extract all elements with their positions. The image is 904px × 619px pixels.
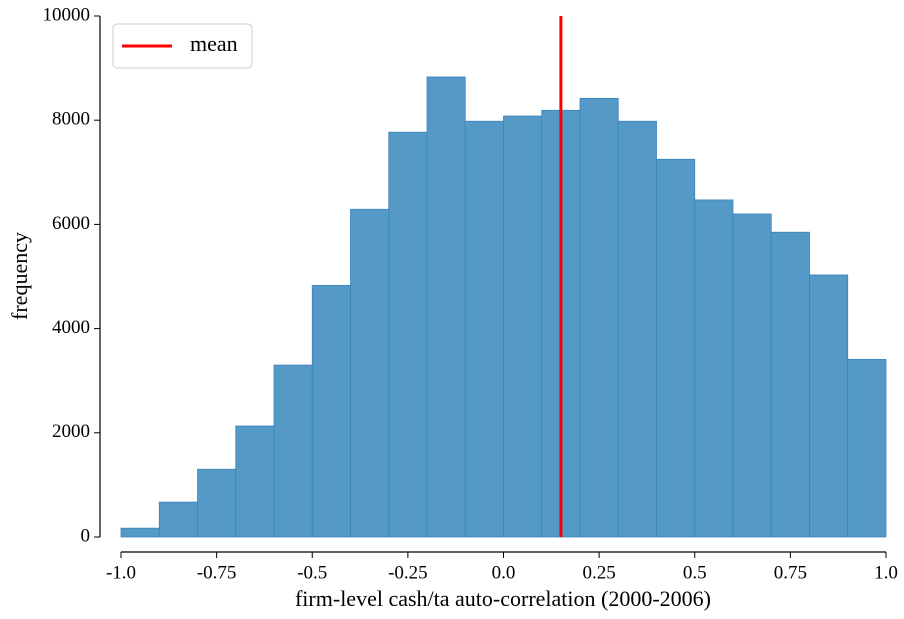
- x-tick-label: -0.75: [197, 562, 237, 583]
- y-tick-label: 8000: [52, 109, 90, 130]
- bar: [770, 231, 810, 538]
- bar: [694, 199, 734, 538]
- bar: [235, 425, 275, 538]
- x-tick-label: 0.5: [683, 562, 707, 583]
- bar: [656, 158, 696, 538]
- bar: [388, 131, 428, 538]
- x-tick-label: 1.0: [874, 562, 898, 583]
- bar: [579, 97, 619, 538]
- y-tick-label: 10000: [43, 4, 91, 25]
- bar: [273, 364, 313, 538]
- x-tick-label: -1.0: [106, 562, 136, 583]
- y-tick-label: 0: [81, 525, 91, 546]
- bar: [617, 120, 657, 538]
- y-tick-label: 6000: [52, 213, 90, 234]
- x-tick-label: 0.25: [583, 562, 616, 583]
- bar: [311, 284, 351, 538]
- bar: [197, 468, 237, 538]
- y-axis-label: frequency: [7, 232, 32, 320]
- y-tick-label: 2000: [52, 421, 90, 442]
- bar: [426, 76, 466, 538]
- bar: [350, 208, 390, 538]
- x-tick-label: -0.5: [297, 562, 327, 583]
- bar: [464, 120, 504, 538]
- legend-label: mean: [190, 31, 238, 56]
- bar: [732, 213, 772, 538]
- bar: [158, 501, 198, 538]
- bar: [503, 115, 543, 538]
- x-tick-label: 0.0: [492, 562, 516, 583]
- bar: [809, 274, 849, 538]
- x-tick-label: 0.75: [774, 562, 807, 583]
- x-tick-label: -0.25: [388, 562, 428, 583]
- bar: [847, 358, 887, 538]
- y-tick-label: 4000: [52, 317, 90, 338]
- bar: [120, 527, 160, 538]
- legend-box: [112, 23, 253, 69]
- x-axis-label: firm-level cash/ta auto-correlation (200…: [295, 586, 711, 611]
